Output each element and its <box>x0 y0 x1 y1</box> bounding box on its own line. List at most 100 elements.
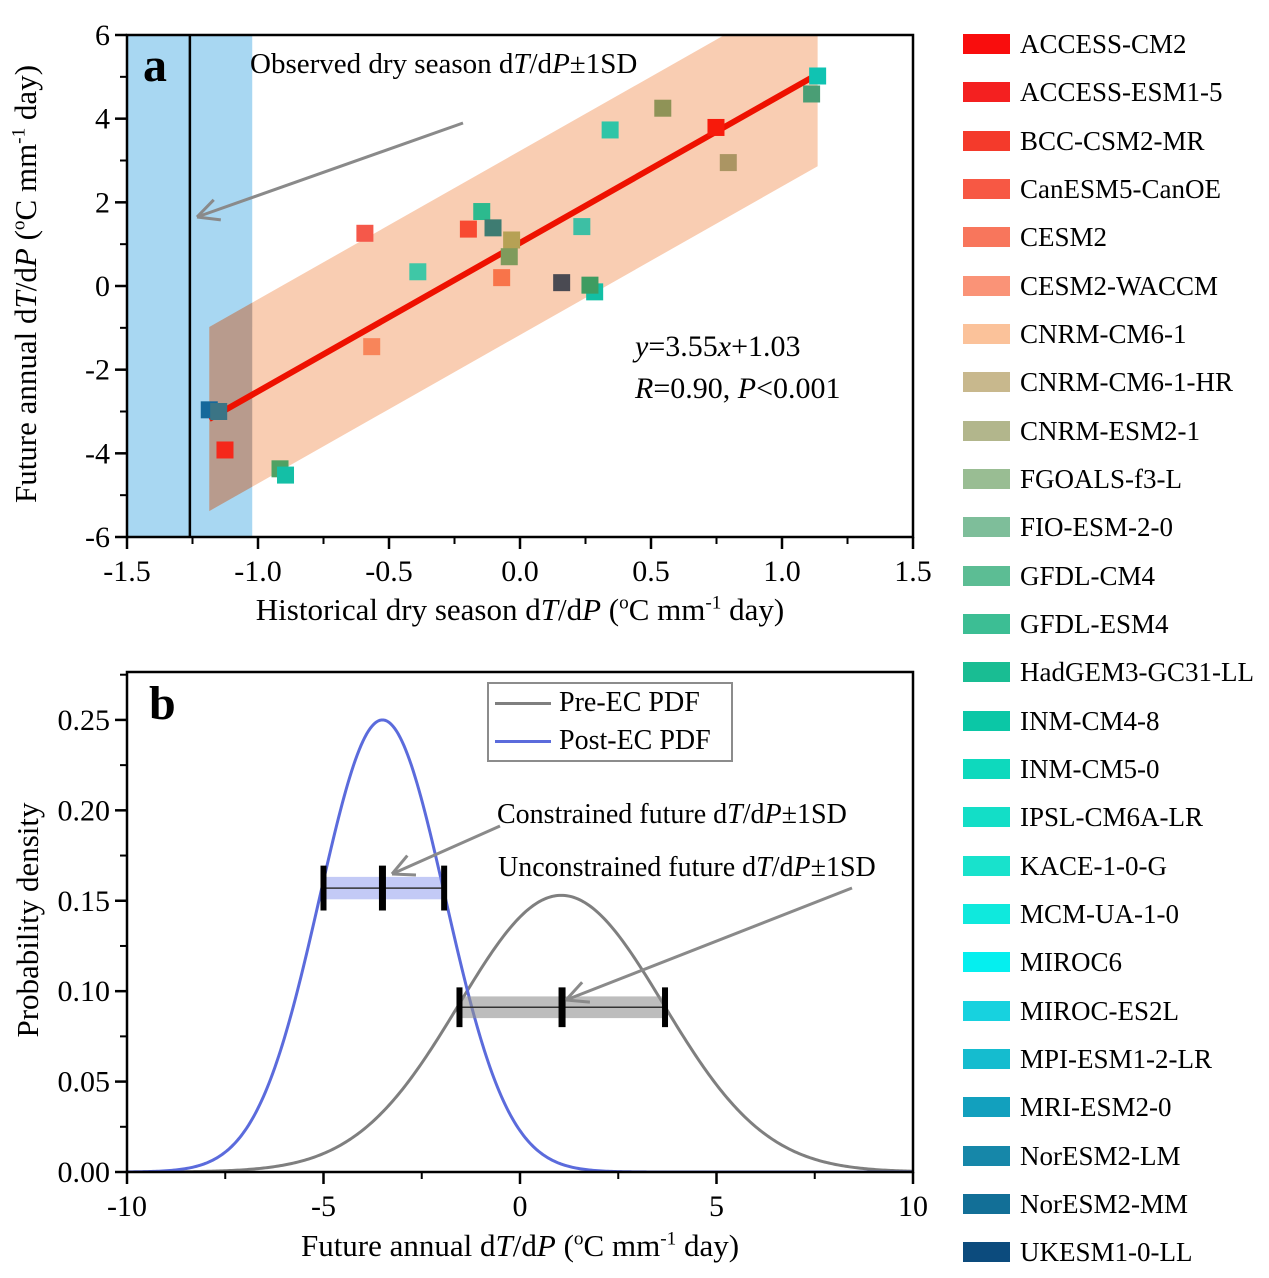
model-color-swatch <box>963 758 1010 779</box>
text-fragment: =0.90, <box>653 372 738 405</box>
y-tick-label: 0.20 <box>58 794 111 827</box>
model-name-label: MIROC6 <box>1020 947 1123 978</box>
x-tick-label: -1.0 <box>234 555 282 588</box>
model-name-label: UKESM1-0-LL <box>1020 1237 1193 1268</box>
model-legend-item: MIROC-ES2L <box>963 995 1180 1026</box>
x-tick-label: -0.5 <box>365 555 413 588</box>
constrained-error-bar <box>320 865 448 911</box>
y-tick-label: 0.10 <box>58 975 111 1008</box>
unconstrained-annotation-arrow <box>564 886 853 1004</box>
model-legend-item: BCC-CSM2-MR <box>963 125 1205 156</box>
y-tick-label: -6 <box>85 521 110 554</box>
y-tick-label: 6 <box>95 19 110 52</box>
model-color-swatch <box>963 565 1010 586</box>
text-fragment: y <box>635 330 649 363</box>
text-fragment: o <box>8 220 30 231</box>
pdf-legend-item: Pre-EC PDF <box>489 684 731 722</box>
model-name-label: NorESM2-MM <box>1020 1188 1189 1219</box>
scatter-point <box>216 441 234 459</box>
text-fragment: <0.001 <box>756 372 841 405</box>
model-name-label: BCC-CSM2-MR <box>1020 125 1205 156</box>
model-name-label: MIROC-ES2L <box>1020 995 1180 1026</box>
model-name-label: CNRM-ESM2-1 <box>1020 415 1201 446</box>
scatter-point <box>210 403 228 420</box>
model-legend-item: INM-CM5-0 <box>963 755 1160 782</box>
text-fragment: T <box>513 48 530 80</box>
pdf-curve-pre-ec <box>127 893 913 1172</box>
model-name-label: GFDL-CM4 <box>1020 560 1156 591</box>
model-legend-item: IPSL-CM6A-LR <box>963 802 1204 833</box>
model-legend-item: KACE-1-0-G <box>963 852 1167 879</box>
pdf-curve-post-ec <box>127 718 913 1172</box>
y-tick-label: -2 <box>85 354 110 387</box>
panel-b-x-axis-title: Future annual dT/dP (oC mm-1 day) <box>170 1228 870 1264</box>
model-color-swatch <box>963 468 1010 489</box>
x-tick-label: 5 <box>709 1190 724 1223</box>
model-legend-item: NorESM2-LM <box>963 1140 1181 1171</box>
model-name-label: NorESM2-LM <box>1020 1140 1181 1171</box>
model-name-label: MRI-ESM2-0 <box>1020 1092 1172 1123</box>
model-name-label: ACCESS-ESM1-5 <box>1020 77 1223 108</box>
unconstrained-annotation: Unconstrained future dT/dP±1SD <box>498 852 876 884</box>
model-legend-item: HadGEM3-GC31-LL <box>963 657 1254 688</box>
model-color-swatch <box>963 1048 1010 1069</box>
text-fragment: Future annual d <box>8 308 43 504</box>
model-name-label: CNRM-CM6-1 <box>1020 318 1187 349</box>
regression-equation: y=3.55x+1.03 <box>635 326 801 368</box>
text-fragment: P <box>793 852 811 883</box>
panel-a-letter: a <box>143 39 167 92</box>
model-color-swatch <box>963 613 1010 634</box>
panel-a-x-axis-title: Historical dry season dT/dP (oC mm-1 day… <box>170 592 870 628</box>
model-color-swatch <box>963 855 1010 876</box>
model-color-swatch <box>963 517 1010 538</box>
text-fragment: /d <box>742 799 765 830</box>
model-color-swatch <box>963 1193 1010 1214</box>
scatter-point <box>573 218 591 236</box>
text-fragment: ±1SD <box>781 799 847 830</box>
model-name-label: FGOALS-f3-L <box>1020 463 1182 494</box>
text-fragment: P <box>8 248 43 268</box>
text-fragment: T <box>756 852 772 883</box>
text-fragment: P <box>764 799 782 830</box>
model-color-swatch <box>963 903 1010 924</box>
text-fragment: Constrained future d <box>497 799 728 830</box>
observed-annotation-arrow <box>195 121 464 222</box>
panel-b-letter: b <box>149 677 176 730</box>
y-tick-label: -4 <box>85 437 110 470</box>
model-name-label: CESM2-WACCM <box>1020 270 1219 301</box>
text-fragment: T <box>495 1228 513 1263</box>
model-color-swatch <box>963 34 1010 54</box>
x-tick-label: 0.0 <box>501 555 539 588</box>
model-name-label: IPSL-CM6A-LR <box>1020 802 1204 833</box>
scatter-point <box>500 248 518 266</box>
scatter-point <box>719 154 737 172</box>
text-fragment: R <box>635 372 654 405</box>
model-legend-item: CanESM5-CanOE <box>963 175 1221 202</box>
x-tick-label: -1.5 <box>103 555 151 588</box>
text-fragment: ( <box>601 592 620 627</box>
scatter-point <box>581 276 599 294</box>
scatter-point <box>601 121 619 139</box>
model-name-label: CNRM-CM6-1-HR <box>1020 367 1234 398</box>
text-fragment: /d <box>529 48 553 80</box>
pdf-legend-line-swatch <box>495 739 551 743</box>
text-fragment: T <box>540 592 558 627</box>
text-fragment: /d <box>512 1228 537 1263</box>
text-fragment: ±1SD <box>569 48 638 80</box>
text-fragment: C mm <box>628 592 706 627</box>
constrained-annotation: Constrained future dT/dP±1SD <box>497 799 847 831</box>
x-tick-label: -5 <box>311 1190 336 1223</box>
model-legend-item: FIO-ESM-2-0 <box>963 514 1173 541</box>
x-tick-label: 0 <box>513 1190 528 1223</box>
text-fragment: o <box>573 1228 584 1250</box>
model-color-swatch <box>963 323 1010 344</box>
model-legend-item: GFDL-ESM4 <box>963 610 1169 637</box>
x-tick-label: 0.5 <box>632 555 670 588</box>
model-name-label: HadGEM3-GC31-LL <box>1020 657 1254 688</box>
text-fragment: o <box>619 592 629 614</box>
scatter-point <box>654 99 672 117</box>
model-name-label: CESM2 <box>1020 222 1108 253</box>
model-color-swatch <box>963 1000 1010 1021</box>
